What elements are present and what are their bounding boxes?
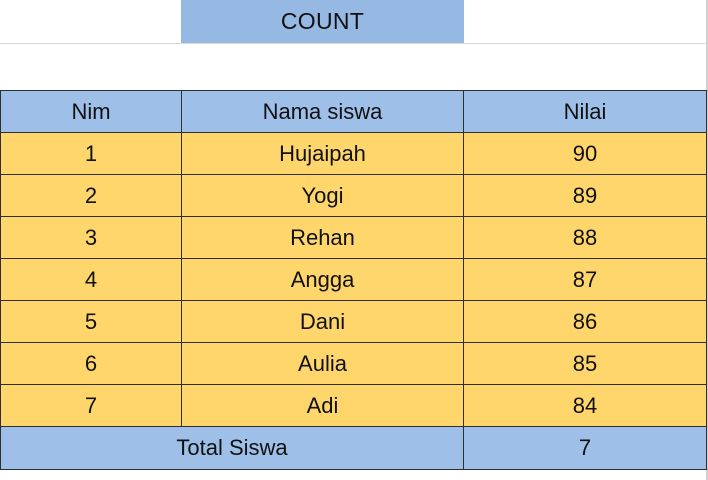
table-row: 5 Dani 86 xyxy=(0,300,707,343)
header-nama-siswa[interactable]: Nama siswa xyxy=(181,90,464,133)
cell-nama[interactable]: Angga xyxy=(181,258,464,301)
cell-nilai[interactable]: 86 xyxy=(463,300,707,343)
total-label-cell[interactable]: Total Siswa xyxy=(0,426,464,470)
sheet-edge xyxy=(706,0,708,480)
cell-nilai[interactable]: 87 xyxy=(463,258,707,301)
title-cell[interactable]: COUNT xyxy=(181,0,464,43)
cell-nama[interactable]: Aulia xyxy=(181,342,464,385)
cell-nama[interactable]: Yogi xyxy=(181,174,464,217)
cell-nim[interactable]: 2 xyxy=(0,174,182,217)
table-row: 6 Aulia 85 xyxy=(0,342,707,385)
table-row: 7 Adi 84 xyxy=(0,384,707,427)
cell-nilai[interactable]: 84 xyxy=(463,384,707,427)
cell-nilai[interactable]: 89 xyxy=(463,174,707,217)
cell-nilai[interactable]: 88 xyxy=(463,216,707,259)
cell-nilai[interactable]: 85 xyxy=(463,342,707,385)
cell-nim[interactable]: 3 xyxy=(0,216,182,259)
cell-nama[interactable]: Hujaipah xyxy=(181,132,464,175)
total-value-cell[interactable]: 7 xyxy=(463,426,707,470)
student-table: Nim Nama siswa Nilai 1 Hujaipah 90 2 Yog… xyxy=(0,90,707,470)
row-divider xyxy=(0,43,708,44)
table-row: 2 Yogi 89 xyxy=(0,174,707,217)
table-row: 4 Angga 87 xyxy=(0,258,707,301)
cell-nama[interactable]: Dani xyxy=(181,300,464,343)
total-row: Total Siswa 7 xyxy=(0,426,707,470)
table-row: 1 Hujaipah 90 xyxy=(0,132,707,175)
cell-nim[interactable]: 6 xyxy=(0,342,182,385)
cell-nama[interactable]: Adi xyxy=(181,384,464,427)
cell-nim[interactable]: 7 xyxy=(0,384,182,427)
cell-nilai[interactable]: 90 xyxy=(463,132,707,175)
header-row: Nim Nama siswa Nilai xyxy=(0,90,707,133)
cell-nim[interactable]: 4 xyxy=(0,258,182,301)
header-nilai[interactable]: Nilai xyxy=(463,90,707,133)
cell-nim[interactable]: 5 xyxy=(0,300,182,343)
cell-nama[interactable]: Rehan xyxy=(181,216,464,259)
header-nim[interactable]: Nim xyxy=(0,90,182,133)
table-row: 3 Rehan 88 xyxy=(0,216,707,259)
cell-nim[interactable]: 1 xyxy=(0,132,182,175)
